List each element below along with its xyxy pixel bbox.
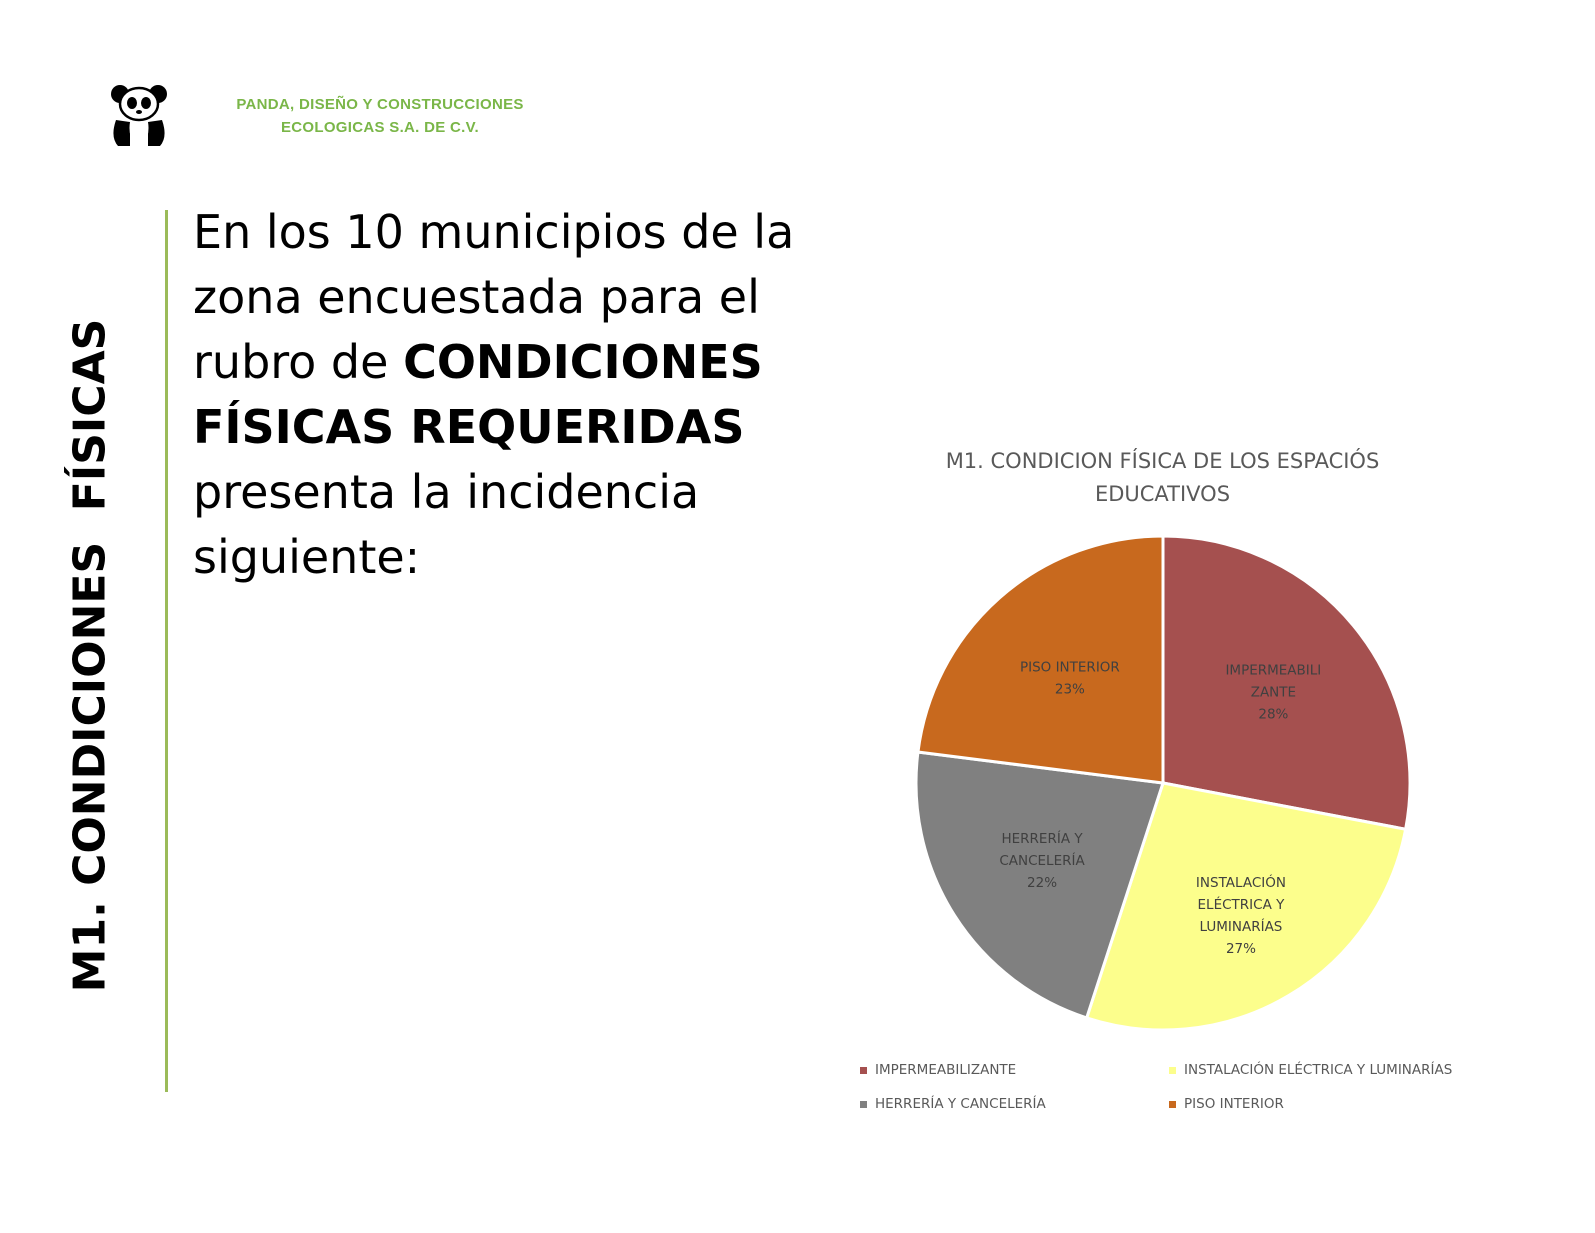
legend-item: IMPERMEABILIZANTE — [860, 1062, 1016, 1078]
legend-label: PISO INTERIOR — [1184, 1096, 1284, 1112]
body-line2: zona encuestada para el — [193, 270, 760, 324]
chart-legend: IMPERMEABILIZANTE INSTALACIÓN ELÉCTRICA Y… — [860, 1060, 1540, 1130]
chart-title-line1: M1. CONDICION FÍSICA DE LOS ESPACIÓS — [945, 449, 1380, 473]
body-line6: siguiente: — [193, 530, 421, 584]
body-paragraph: En los 10 municipios de la zona encuesta… — [193, 200, 813, 590]
company-name-line1: PANDA, DISEÑO Y CONSTRUCCIONES — [236, 96, 524, 113]
company-name-line2: ECOLOGICAS S.A. DE C.V. — [280, 119, 480, 136]
legend-label: INSTALACIÓN ELÉCTRICA Y LUMINARÍAS — [1184, 1062, 1453, 1078]
body-line3: rubro de CONDICIONES — [193, 330, 813, 395]
body-line3-pre: rubro de — [193, 335, 404, 389]
panda-logo-icon — [108, 82, 170, 148]
legend-item: PISO INTERIOR — [1169, 1096, 1284, 1112]
pie-slice-label: IMPERMEABILI ZANTE 28% — [1225, 663, 1321, 723]
body-line5: presenta la incidencia — [193, 465, 700, 519]
pie-slice-piso-interior — [916, 534, 1165, 785]
legend-swatch — [860, 1066, 867, 1074]
company-name: PANDA, DISEÑO Y CONSTRUCCIONES ECOLOGICA… — [200, 93, 560, 139]
body-line4: FÍSICAS REQUERIDAS — [193, 400, 745, 454]
legend-swatch — [1169, 1066, 1176, 1074]
body-line3-bold: CONDICIONES — [403, 335, 763, 389]
chart-title: M1. CONDICION FÍSICA DE LOS ESPACIÓS EDU… — [880, 445, 1445, 511]
pie-slice-herrer-a-y-canceler-a — [914, 750, 1165, 1020]
chart-title-line2: EDUCATIVOS — [1094, 482, 1231, 506]
pie-slice-instalaci-n-el-ctrica-y-luminar-as — [1084, 781, 1408, 1032]
pie-slice-label: PISO INTERIOR 23% — [1020, 659, 1120, 697]
legend-label: HERRERÍA Y CANCELERÍA — [875, 1096, 1046, 1112]
legend-swatch — [1169, 1100, 1176, 1108]
legend-label: IMPERMEABILIZANTE — [875, 1062, 1017, 1078]
legend-swatch — [860, 1100, 867, 1108]
body-line1: En los 10 municipios de la — [193, 205, 795, 259]
legend-item: HERRERÍA Y CANCELERÍA — [860, 1096, 1046, 1112]
pie-slice-impermeabilizante — [1161, 534, 1412, 832]
divider-line — [165, 210, 168, 1092]
pie-slice-label: HERRERÍA Y CANCELERÍA 22% — [999, 830, 1085, 891]
pie-slice-label: INSTALACIÓN ELÉCTRICA Y LUMINARÍAS 27% — [1196, 873, 1286, 957]
side-title-container: M1. CONDICIONES FÍSICAS — [40, 290, 140, 1020]
pie-chart: IMPERMEABILI ZANTE 28% INSTALACIÓN ELÉCTRICA… — [914, 534, 1412, 1032]
legend-item: INSTALACIÓN ELÉCTRICA Y LUMINARÍAS — [1169, 1062, 1452, 1078]
side-title: M1. CONDICIONES FÍSICAS — [64, 318, 116, 992]
